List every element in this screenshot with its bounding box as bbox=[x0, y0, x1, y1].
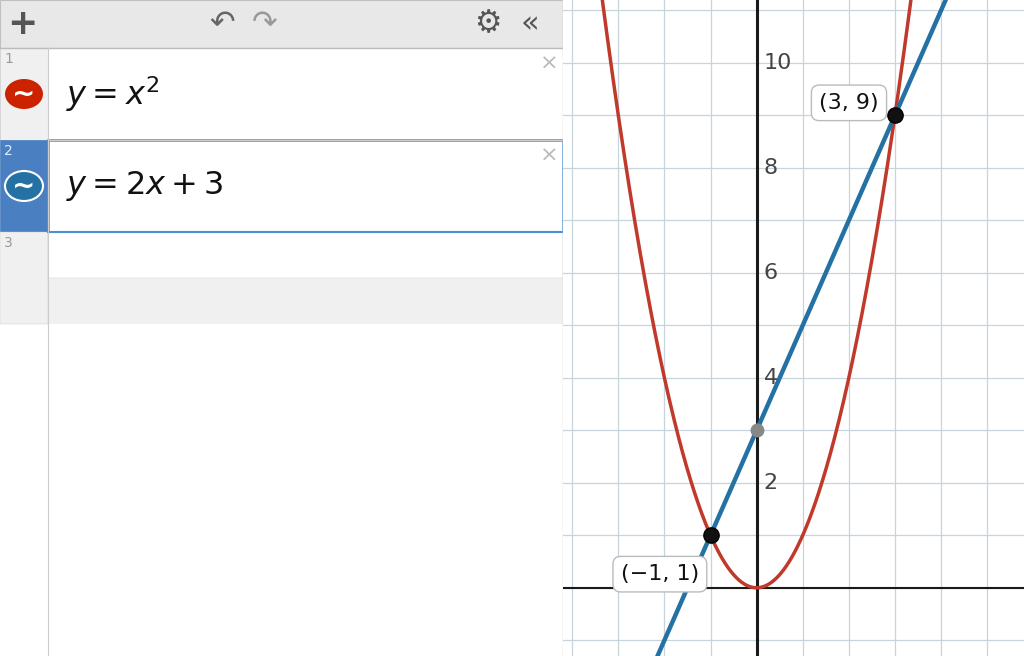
Text: ↶: ↶ bbox=[209, 9, 234, 39]
Text: ∼: ∼ bbox=[12, 80, 36, 108]
Text: (3, 9): (3, 9) bbox=[819, 93, 879, 113]
Text: ∼: ∼ bbox=[12, 172, 36, 200]
FancyBboxPatch shape bbox=[48, 140, 563, 232]
Text: ⚙: ⚙ bbox=[474, 9, 502, 39]
Ellipse shape bbox=[5, 171, 43, 201]
FancyBboxPatch shape bbox=[48, 48, 563, 140]
FancyBboxPatch shape bbox=[0, 324, 563, 656]
Text: ×: × bbox=[540, 146, 558, 166]
FancyBboxPatch shape bbox=[0, 48, 48, 140]
FancyBboxPatch shape bbox=[0, 0, 563, 48]
Text: 2: 2 bbox=[764, 473, 777, 493]
Text: 3: 3 bbox=[4, 236, 12, 250]
Text: 2: 2 bbox=[4, 144, 12, 158]
Text: ↷: ↷ bbox=[252, 9, 278, 39]
Text: $y = x^{2}$: $y = x^{2}$ bbox=[66, 74, 160, 114]
Text: 6: 6 bbox=[764, 263, 777, 283]
Text: 4: 4 bbox=[764, 368, 777, 388]
Text: 1: 1 bbox=[4, 52, 13, 66]
Text: $y = 2x + 3$: $y = 2x + 3$ bbox=[66, 169, 223, 203]
Ellipse shape bbox=[5, 79, 43, 109]
Text: 10: 10 bbox=[764, 53, 792, 73]
Text: «: « bbox=[520, 9, 540, 39]
Text: (−1, 1): (−1, 1) bbox=[621, 564, 699, 584]
Text: 8: 8 bbox=[764, 158, 777, 178]
FancyBboxPatch shape bbox=[48, 232, 563, 278]
Text: ×: × bbox=[540, 54, 558, 74]
Text: +: + bbox=[7, 7, 37, 41]
FancyBboxPatch shape bbox=[0, 140, 48, 232]
FancyBboxPatch shape bbox=[0, 232, 48, 324]
